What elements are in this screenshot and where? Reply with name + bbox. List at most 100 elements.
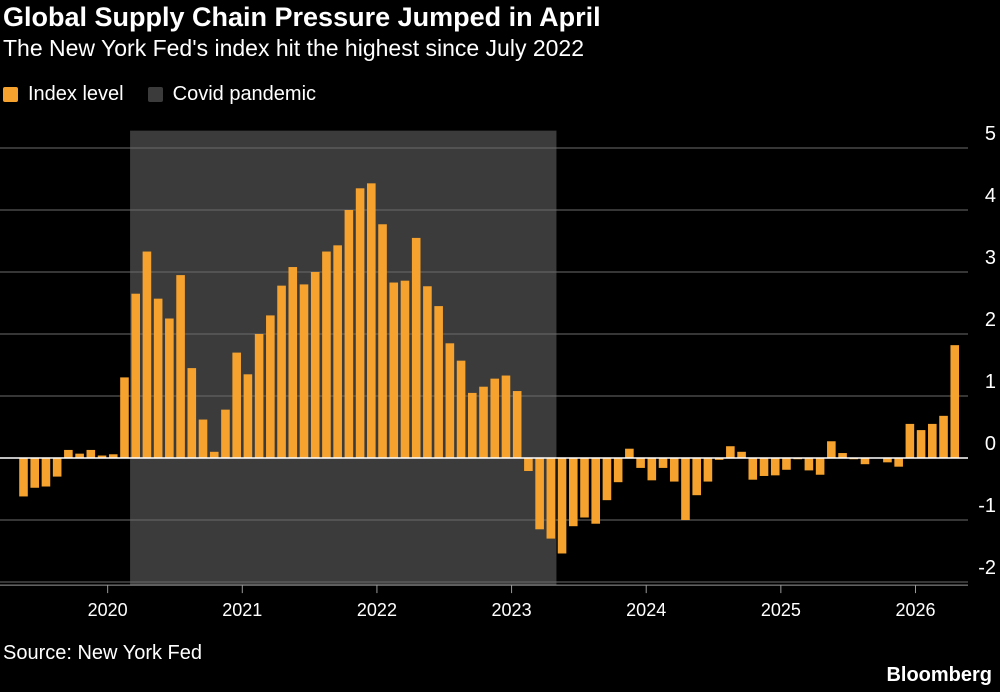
- bar: [221, 409, 230, 458]
- bar: [669, 458, 679, 482]
- bar: [266, 315, 275, 458]
- y-tick-label: 1: [985, 371, 996, 393]
- x-tick-label: 2024: [626, 600, 666, 620]
- y-tick-label: -1: [978, 495, 996, 517]
- bar: [546, 458, 556, 539]
- bar: [804, 458, 814, 471]
- bar: [838, 453, 847, 458]
- bar: [535, 458, 544, 530]
- bar: [950, 345, 960, 458]
- bar: [243, 374, 253, 458]
- legend-item-covid-pandemic: Covid pandemic: [147, 83, 317, 106]
- bar: [198, 419, 208, 458]
- bar: [939, 415, 948, 458]
- bar: [468, 392, 477, 458]
- bar: [389, 282, 399, 458]
- bar: [209, 451, 219, 458]
- y-tick-label: 5: [985, 123, 996, 145]
- bar: [759, 458, 769, 476]
- bar: [737, 451, 746, 458]
- bar: [557, 458, 567, 554]
- bar: [501, 375, 511, 458]
- y-tick-label: -2: [978, 557, 996, 579]
- bar: [613, 458, 623, 483]
- bar: [176, 275, 185, 458]
- legend-label-covid-pandemic: Covid pandemic: [172, 83, 317, 105]
- bar: [355, 188, 365, 459]
- bar: [568, 458, 578, 527]
- legend-label-index-level: Index level: [28, 83, 124, 105]
- bar: [658, 458, 668, 468]
- bar: [333, 245, 342, 458]
- bar: [770, 458, 780, 476]
- bar: [30, 458, 40, 488]
- bar: [490, 378, 500, 458]
- chart-legend: Index level Covid pandemic: [3, 83, 340, 106]
- bar: [232, 352, 241, 458]
- bar: [322, 251, 331, 458]
- y-tick-label: 3: [985, 247, 996, 269]
- bar: [423, 286, 432, 458]
- bar: [456, 360, 466, 458]
- x-tick-label: 2023: [492, 600, 532, 620]
- bar: [288, 267, 298, 458]
- x-tick-label: 2021: [222, 600, 262, 620]
- bar: [681, 458, 690, 520]
- bar: [400, 280, 410, 458]
- source-note: Source: New York Fed: [3, 642, 202, 664]
- bar: [883, 458, 892, 463]
- bar: [524, 458, 533, 472]
- bar: [277, 285, 286, 458]
- bar: [591, 458, 601, 524]
- bar: [254, 334, 264, 458]
- bar: [299, 284, 309, 458]
- x-tick-label: 2022: [357, 600, 397, 620]
- x-tick-label: 2025: [761, 600, 801, 620]
- y-tick-label: 2: [985, 309, 996, 331]
- bar: [411, 237, 421, 458]
- bar: [479, 386, 488, 458]
- bar: [108, 454, 118, 458]
- bar: [64, 449, 73, 458]
- bar: [445, 343, 455, 458]
- bar: [310, 272, 320, 458]
- bar: [782, 458, 791, 470]
- bar: [692, 458, 701, 496]
- legend-swatch-index-level: [3, 87, 18, 102]
- bar: [894, 458, 903, 467]
- bar: [636, 458, 645, 468]
- bar: [75, 453, 84, 458]
- y-tick-label: 4: [985, 185, 996, 207]
- bar: [434, 306, 443, 458]
- bar: [905, 423, 915, 458]
- bar: [344, 210, 354, 458]
- bar: [625, 448, 634, 458]
- bar: [378, 224, 387, 458]
- y-tick-label: 0: [985, 433, 996, 455]
- x-tick-label: 2020: [88, 600, 128, 620]
- bar: [748, 458, 758, 480]
- bar: [165, 318, 174, 458]
- bar: [703, 458, 713, 482]
- bar: [19, 458, 28, 497]
- covid-shaded-region: [130, 130, 557, 586]
- bar: [120, 377, 129, 458]
- bar: [647, 458, 657, 481]
- bar: [916, 430, 926, 458]
- chart-title: Global Supply Chain Pressure Jumped in A…: [3, 2, 601, 32]
- chart-subtitle: The New York Fed's index hit the highest…: [3, 35, 585, 61]
- bar: [580, 458, 589, 518]
- bar: [131, 293, 140, 458]
- legend-swatch-covid-pandemic: [147, 87, 163, 102]
- bar: [726, 446, 735, 458]
- bar: [142, 251, 152, 458]
- bar: [714, 458, 724, 460]
- brand-logo: Bloomberg: [886, 664, 992, 686]
- bar: [52, 458, 62, 477]
- bar: [86, 449, 96, 458]
- bar: [815, 458, 825, 475]
- bar: [602, 458, 612, 501]
- bar: [153, 298, 163, 458]
- bar: [860, 458, 870, 465]
